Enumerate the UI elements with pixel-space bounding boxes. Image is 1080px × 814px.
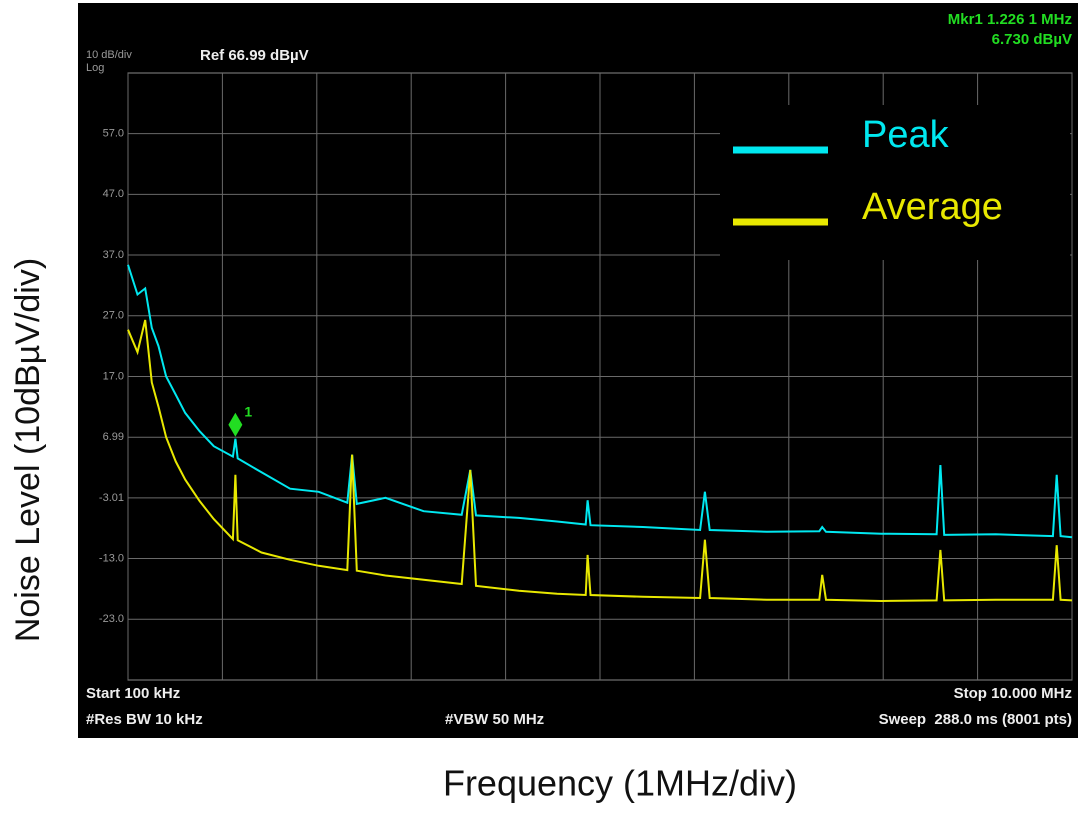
marker-readout: 6.730 dBµV [992, 31, 1072, 48]
y-tick-label: -23.0 [99, 613, 124, 625]
legend-label: Average [862, 186, 1003, 228]
legend-box [720, 105, 1070, 260]
y-tick-label: -3.01 [99, 492, 124, 504]
legend-label: Peak [862, 114, 950, 156]
trace-line [127, 319, 1073, 603]
footer-rbw: #Res BW 10 kHz [86, 711, 203, 728]
x-axis-title: Frequency (1MHz/div) [443, 763, 797, 804]
scale-label: 10 dB/div [86, 49, 132, 61]
y-tick-label: 27.0 [103, 310, 124, 322]
ref-label: Ref 66.99 dBµV [200, 47, 309, 64]
y-tick-label: 57.0 [103, 128, 124, 140]
footer-vbw: #VBW 50 MHz [445, 711, 544, 728]
y-tick-label: 47.0 [103, 188, 124, 200]
marker-diamond [228, 412, 243, 437]
y-tick-label: 6.99 [103, 431, 124, 443]
trace-line [127, 264, 1073, 539]
footer-start: Start 100 kHz [86, 685, 180, 702]
footer-stop: Stop 10.000 MHz [954, 685, 1072, 702]
scale-mode: Log [86, 62, 104, 74]
y-tick-label: 37.0 [103, 249, 124, 261]
marker-readout: Mkr1 1.226 1 MHz [948, 11, 1072, 28]
marker-label: 1 [244, 403, 252, 419]
y-tick-label: -13.0 [99, 552, 124, 564]
y-tick-label: 17.0 [103, 370, 124, 382]
footer-sweep: Sweep 288.0 ms (8001 pts) [879, 711, 1072, 728]
y-axis-title: Noise Level (10dBµV/div) [9, 258, 47, 642]
